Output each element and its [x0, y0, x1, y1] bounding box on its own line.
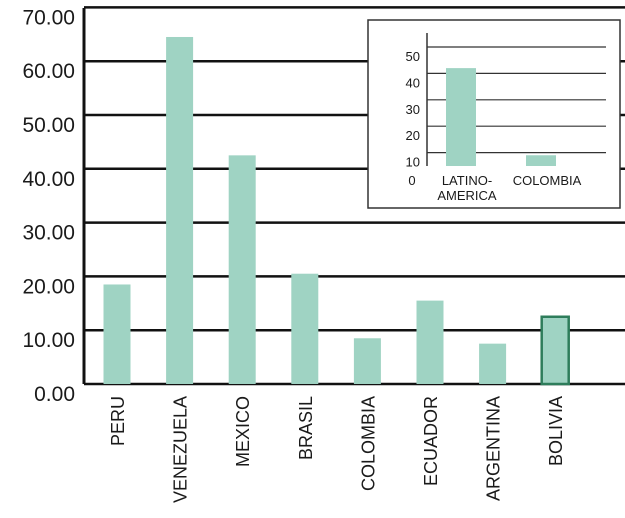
- main-x-tick-label: VENEZUELA: [171, 396, 191, 503]
- main-y-tick-label: 70.00: [22, 6, 75, 29]
- inset-y-tick-labels: 0 10 20 30 40 50: [406, 49, 420, 188]
- main-x-tick-labels: PERU VENEZUELA MEXICO BRASIL COLOMBIA ECUADOR…: [108, 396, 566, 503]
- main-y-tick-label: 30.00: [22, 222, 75, 245]
- main-y-tick-label: 40.00: [22, 168, 75, 191]
- main-x-tick-label: BOLIVIA: [546, 396, 566, 466]
- main-bar-argentina: [479, 343, 507, 384]
- inset-x-tick-label-line: LATINO-: [442, 173, 492, 188]
- main-bar-bolivia: [540, 315, 570, 386]
- main-bar-colombia: [353, 338, 381, 384]
- main-bars: [103, 36, 570, 386]
- inset-y-tick-label: 50: [406, 49, 420, 64]
- main-x-tick-label: MEXICO: [233, 396, 253, 467]
- main-bar-peru: [103, 284, 131, 384]
- main-x-tick-label: ARGENTINA: [484, 396, 504, 501]
- inset-x-tick-label: COLOMBIA: [513, 173, 582, 188]
- inset-x-tick-label-line: AMERICA: [437, 188, 497, 203]
- main-y-tick-label: 10.00: [22, 329, 75, 352]
- main-y-tick-label: 50.00: [22, 114, 75, 137]
- inset-bar: [446, 68, 476, 166]
- main-x-tick-label: BRASIL: [296, 396, 316, 460]
- inset-bar: [526, 155, 556, 166]
- main-bar-ecuador: [416, 300, 444, 384]
- main-x-tick-label: ECUADOR: [421, 396, 441, 486]
- main-x-tick-label: PERU: [108, 396, 128, 446]
- main-y-tick-label: 0.00: [34, 383, 75, 406]
- inset-x-tick-label-line: COLOMBIA: [513, 173, 582, 188]
- inset-chart: 0 10 20 30 40 50 LATINO-AMERICA COLOMBIA: [367, 19, 621, 209]
- main-y-tick-labels: 0.00 10.00 20.00 30.00 40.00 50.00 60.00 70.00: [22, 6, 75, 406]
- main-y-tick-label: 20.00: [22, 275, 75, 298]
- inset-y-tick-label: 20: [406, 128, 420, 143]
- inset-y-tick-label: 10: [406, 155, 420, 170]
- main-bar-mexico: [228, 155, 256, 384]
- main-y-tick-label: 60.00: [22, 60, 75, 83]
- inset-x-tick-label: LATINO-AMERICA: [437, 173, 497, 203]
- inset-x-tick-labels: LATINO-AMERICA COLOMBIA: [437, 173, 581, 203]
- main-x-tick-label: COLOMBIA: [358, 396, 378, 491]
- inset-y-tick-label: 40: [406, 75, 420, 90]
- main-bar-venezuela: [166, 36, 194, 385]
- inset-frame: [367, 19, 621, 209]
- inset-bars: [446, 68, 556, 166]
- inset-y-tick-label: 0: [408, 173, 415, 188]
- inset-y-tick-label: 30: [406, 102, 420, 117]
- main-bar-brasil: [291, 273, 319, 384]
